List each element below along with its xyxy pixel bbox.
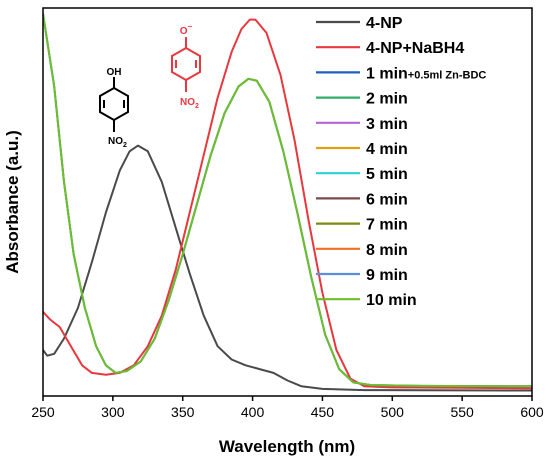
- legend-label: 1 min+0.5ml Zn-BDC: [366, 65, 486, 82]
- legend-label: 6 min: [366, 191, 408, 208]
- x-tick-label: 600: [520, 404, 544, 420]
- x-tick-label: 350: [171, 404, 195, 420]
- o-charge: −: [188, 22, 193, 31]
- o-label: O−: [180, 22, 193, 37]
- no2-text: NO: [180, 97, 195, 108]
- x-tick-label: 450: [311, 404, 335, 420]
- oh-label: OH: [107, 67, 122, 78]
- 4-nitrophenolate-structure: [171, 37, 201, 92]
- legend-label: 4 min: [366, 141, 408, 158]
- legend-label-suffix: +0.5ml Zn-BDC: [408, 69, 487, 81]
- o-text: O: [180, 26, 188, 37]
- x-tick-label: 250: [31, 404, 55, 420]
- x-axis-ticks: 250 300 350 400 450 500 550 600: [31, 396, 544, 420]
- no2-subscript: 2: [195, 103, 199, 110]
- series-line-1: [43, 144, 532, 392]
- legend-label: 2 min: [366, 91, 408, 108]
- x-tick-label: 550: [450, 404, 474, 420]
- y-axis-label: Absorbance (a.u.): [3, 130, 22, 274]
- legend-label: 7 min: [366, 217, 408, 234]
- no2-label-right: NO2: [180, 97, 199, 110]
- legend-label: 5 min: [366, 166, 408, 183]
- no2-subscript: 2: [123, 142, 127, 149]
- no2-text: NO: [108, 136, 123, 147]
- series-line-12: [43, 12, 532, 388]
- legend-label: 8 min: [366, 242, 408, 259]
- legend-label: 4-NP: [366, 15, 403, 32]
- legend-label: 10 min: [366, 292, 417, 309]
- legend: 4-NP 4-NP+NaBH4 1 min+0.5ml Zn-BDC 2 min 3 m…: [316, 15, 486, 309]
- no2-label-left: NO2: [108, 136, 127, 149]
- x-tick-label: 400: [241, 404, 265, 420]
- x-axis-label: Wavelength (nm): [219, 437, 355, 456]
- legend-label: 9 min: [366, 267, 408, 284]
- series-layer: [43, 12, 532, 392]
- legend-label: 4-NP+NaBH4: [366, 40, 464, 57]
- series-line-2: [43, 18, 532, 390]
- legend-label: 3 min: [366, 116, 408, 133]
- x-tick-label: 300: [101, 404, 125, 420]
- plot-frame: [42, 7, 533, 397]
- 4-nitrophenol-structure: [99, 77, 129, 132]
- x-tick-label: 500: [381, 404, 405, 420]
